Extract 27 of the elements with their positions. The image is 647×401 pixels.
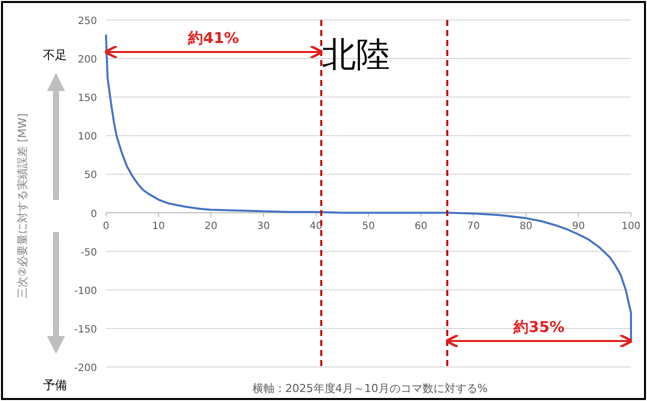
y-tick-label: 200 bbox=[78, 54, 97, 66]
x-axis-title: 横軸：2025年度4月～10月のコマ数に対する% bbox=[252, 382, 488, 395]
annotation: 約35% bbox=[512, 318, 565, 336]
y-tick-label: 150 bbox=[78, 93, 97, 104]
x-tick-label: 0 bbox=[102, 220, 110, 232]
annotation: 約41% bbox=[187, 29, 240, 47]
y-tick-label: -150 bbox=[74, 324, 97, 336]
text: 不足 bbox=[43, 48, 67, 62]
text: 北陸 bbox=[322, 35, 390, 75]
x-tick-label: 100 bbox=[621, 220, 641, 232]
x-tick-label: 30 bbox=[257, 220, 270, 232]
y-tick-label: -100 bbox=[74, 286, 97, 297]
x-tick-label: 70 bbox=[467, 220, 480, 232]
y-tick-label: 50 bbox=[84, 170, 97, 182]
y-tick-label: 0 bbox=[90, 208, 97, 220]
x-tick-label: 10 bbox=[152, 220, 165, 232]
x-tick-label: 60 bbox=[414, 220, 428, 232]
y-tick-label: 250 bbox=[78, 16, 97, 27]
x-tick-label: 20 bbox=[204, 220, 218, 232]
y-tick-label: -50 bbox=[80, 247, 97, 258]
text: 予備 bbox=[43, 378, 67, 392]
x-tick-label: 50 bbox=[362, 220, 375, 232]
y-axis-title: 三次②必要量に対する実績誤差 [MW] bbox=[16, 113, 29, 299]
y-tick-label: 100 bbox=[78, 132, 97, 143]
y-tick-label: -200 bbox=[74, 363, 97, 374]
x-tick-label: 90 bbox=[572, 220, 585, 232]
x-tick-label: 80 bbox=[520, 220, 532, 232]
